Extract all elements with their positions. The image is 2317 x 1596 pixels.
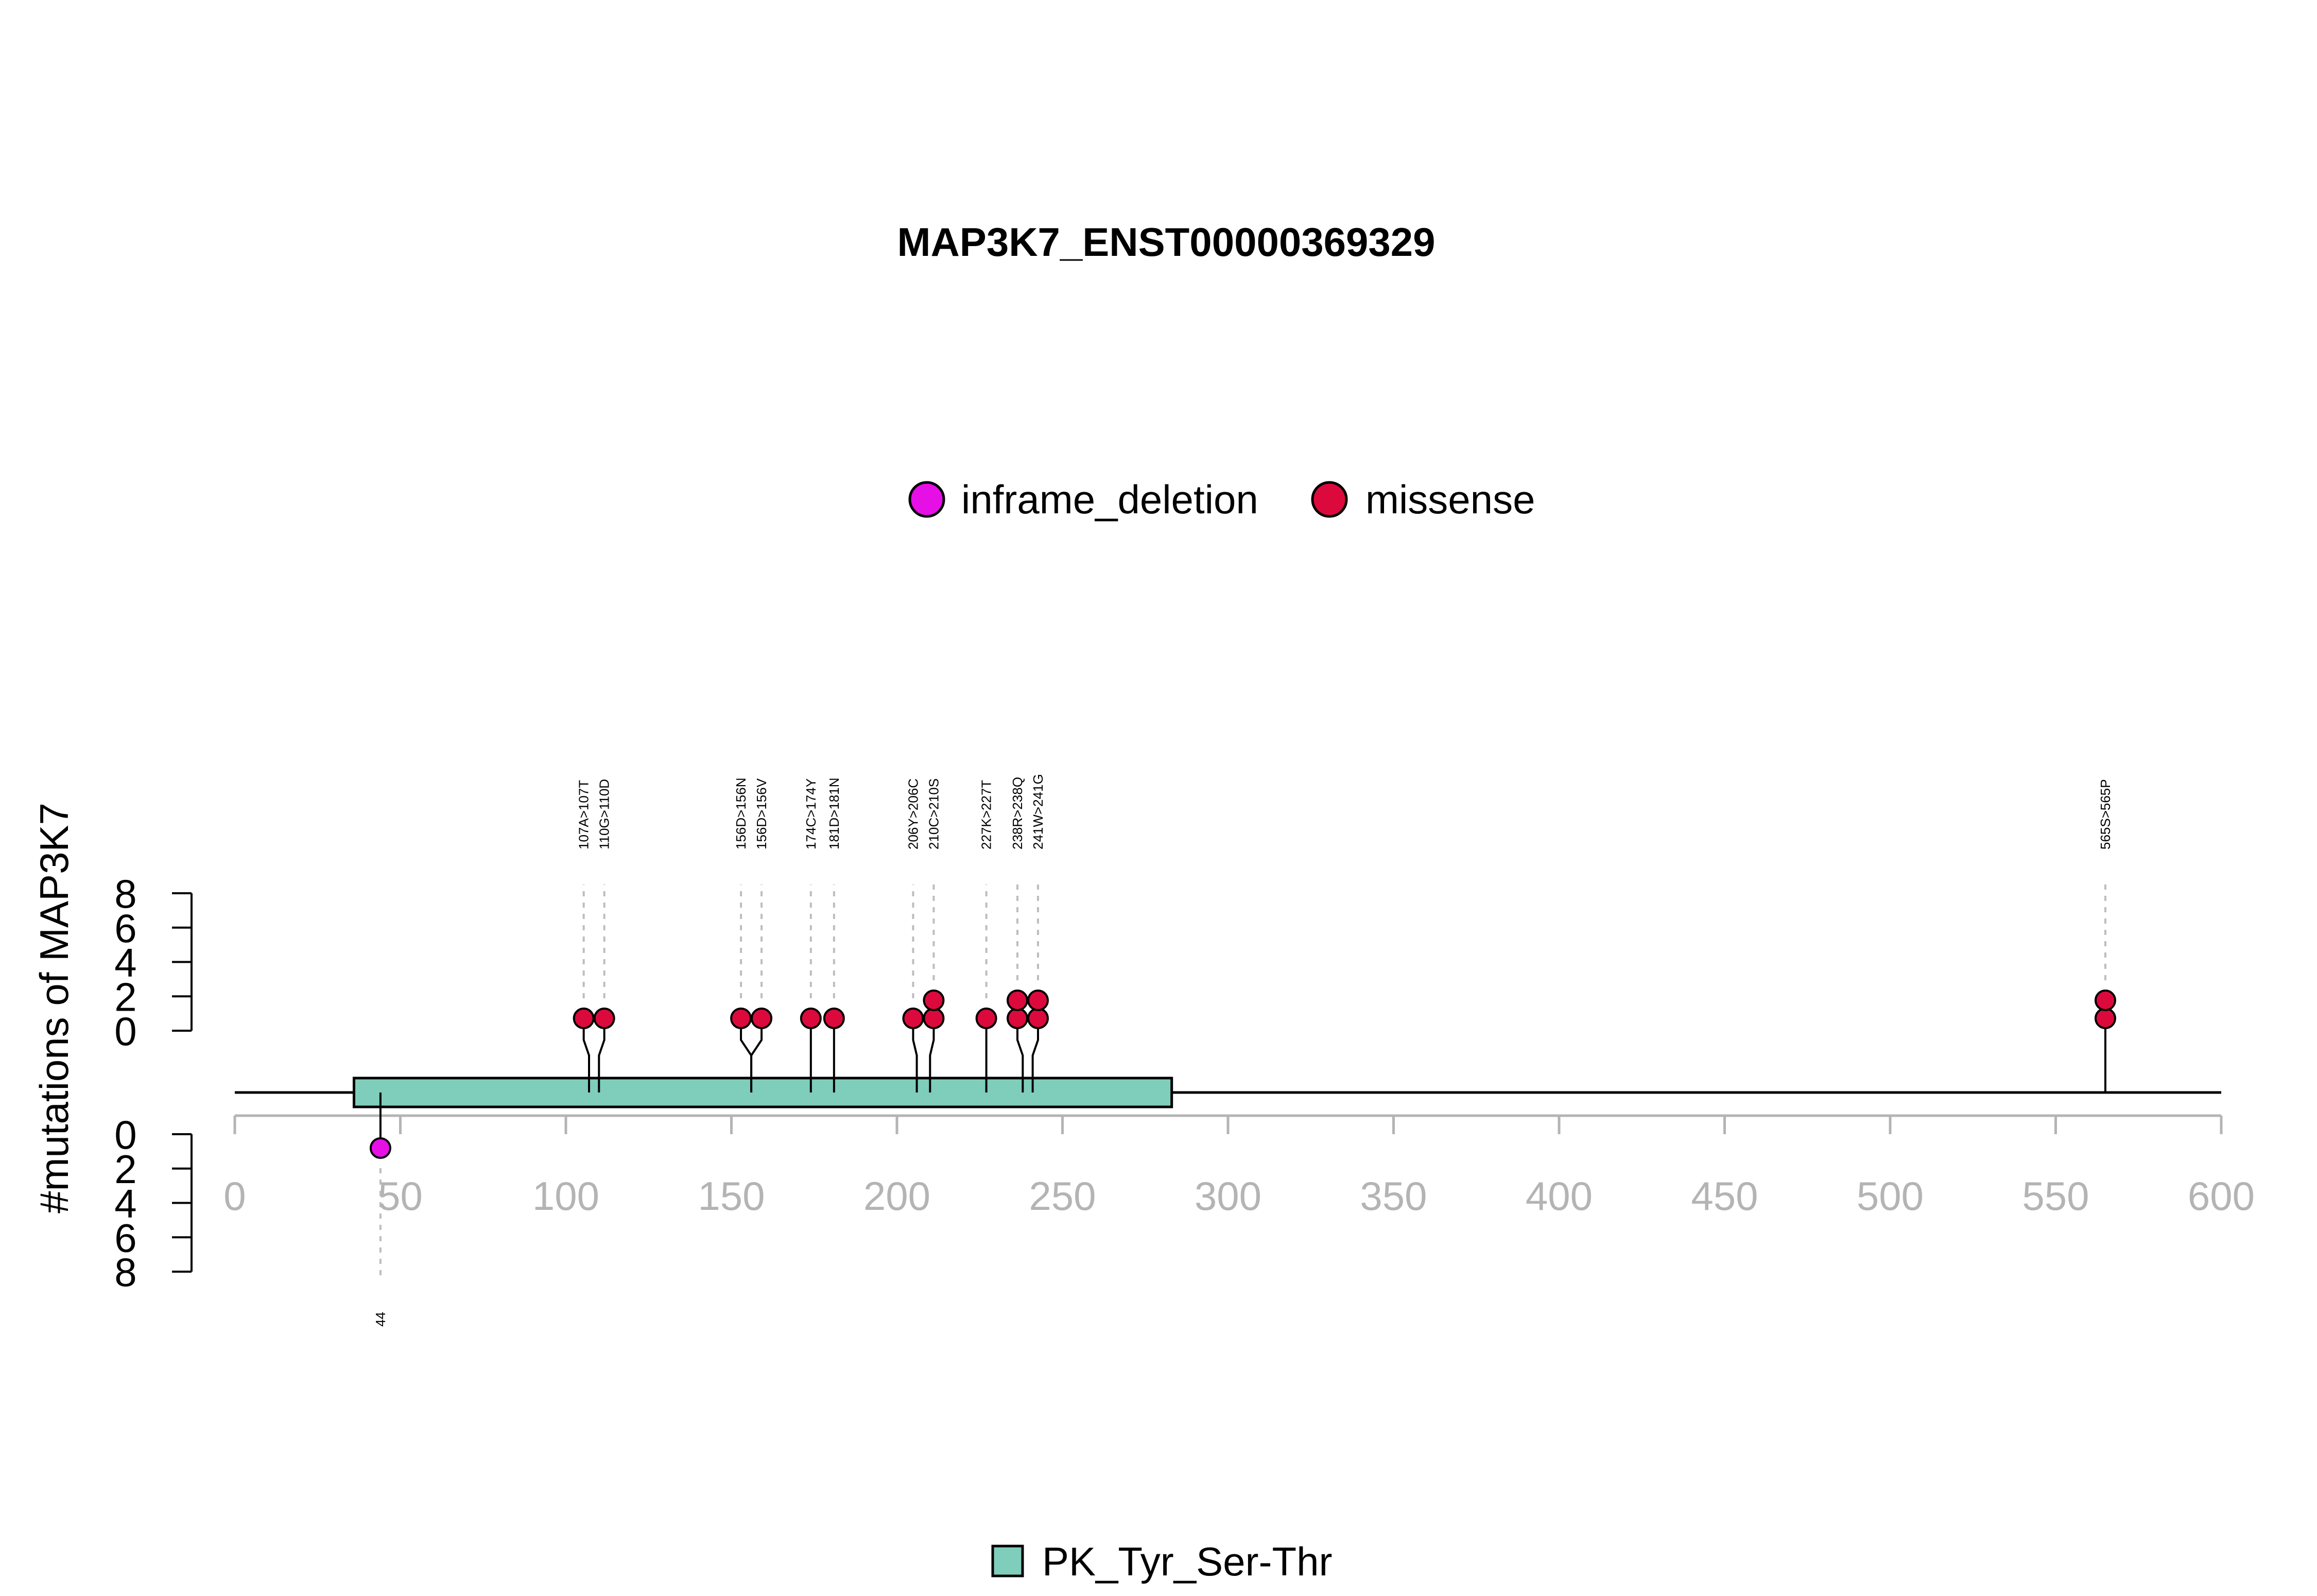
y-axis-upper-tick-label: 6 — [114, 906, 136, 951]
mutation-label: 174C>174Y — [803, 778, 819, 849]
mutation-label: 241W>241G — [1030, 774, 1046, 849]
x-tick-label: 500 — [1857, 1173, 1924, 1219]
lollipop-stem — [598, 1018, 606, 1092]
lollipop-head-inframe_deletion — [369, 1137, 391, 1159]
y-axis-lower-tick-label: 2 — [114, 1147, 136, 1192]
label-guides — [379, 884, 2106, 1279]
legend-marker-inframe_deletion — [908, 481, 945, 518]
y-axis-lower-tick-label: 8 — [114, 1250, 136, 1295]
chart-title: MAP3K7_ENST00000369329 — [897, 219, 1435, 265]
lollipop-heads — [369, 990, 2116, 1159]
legend-label-PK_Tyr_Ser-Thr: PK_Tyr_Ser-Thr — [1042, 1539, 1332, 1584]
lollipop-head-missense — [1006, 990, 1028, 1011]
mutation-label: 238R>238Q — [1010, 777, 1025, 849]
lollipop-stem — [582, 1018, 591, 1092]
lollipop-stem — [1031, 1018, 1039, 1092]
legend-bottom: PK_Tyr_Ser-Thr — [991, 1539, 1332, 1584]
lollipop-head-missense — [2094, 990, 2116, 1011]
x-tick-label: 0 — [223, 1173, 246, 1219]
x-tick-label: 100 — [532, 1173, 599, 1219]
y-axis-upper-tick-label: 8 — [114, 871, 136, 916]
legend-label-missense: missense — [1365, 477, 1535, 522]
lollipop-head-missense — [800, 1008, 822, 1029]
x-tick-label: 300 — [1195, 1173, 1261, 1219]
x-tick-label: 50 — [378, 1173, 423, 1219]
x-tick-label: 450 — [1691, 1173, 1758, 1219]
y-axis-upper-tick-label: 2 — [114, 974, 136, 1019]
x-axis: 0 50 100 150 200 250 300 350 400 450 500 550 600 — [223, 1114, 2255, 1219]
x-tick-label: 600 — [2188, 1173, 2255, 1219]
mutation-label: 206Y>206C — [905, 778, 921, 849]
y-axis-upper-tick-label: 0 — [114, 1009, 136, 1054]
lollipop-head-missense — [2094, 1008, 2116, 1029]
y-axis-label: #mutations of MAP3K7 — [31, 803, 77, 1213]
x-tick-label: 150 — [698, 1173, 765, 1219]
legend-label-inframe_deletion: inframe_deletion — [961, 477, 1258, 522]
lollipop-head-missense — [593, 1008, 615, 1029]
lollipop-head-missense — [923, 990, 945, 1011]
mutation-label: 181D>181N — [826, 778, 842, 850]
mutation-label: 156D>156N — [733, 778, 749, 850]
lollipop-head-missense — [1027, 990, 1049, 1011]
legend-top: inframe_deletion missense — [908, 477, 1535, 522]
lollipop-head-missense — [1027, 1008, 1049, 1029]
y-axis-lower-tick-label: 6 — [114, 1215, 136, 1260]
mutation-label: 565S>565P — [2098, 779, 2113, 849]
mutation-label: 107A>107T — [576, 780, 592, 849]
lollipop-head-missense — [923, 1008, 945, 1029]
x-tick-label: 550 — [2022, 1173, 2089, 1219]
lollipop-head-missense — [1006, 1008, 1028, 1029]
mutation-label: 110G>110D — [597, 779, 612, 849]
mutation-label: 44 — [373, 1312, 388, 1327]
mutation-label: 227K>227T — [979, 780, 994, 849]
lollipop-head-missense — [730, 1008, 752, 1029]
y-axis-upper-tick-label: 4 — [114, 940, 136, 985]
x-tick-label: 400 — [1526, 1173, 1593, 1219]
lollipop-stems — [379, 1018, 2106, 1148]
lollipop-head-missense — [975, 1008, 997, 1029]
y-axis-lower-tick-label: 4 — [114, 1181, 136, 1226]
mutation-label: 210C>210S — [926, 778, 941, 849]
domain-boxes — [352, 1077, 1173, 1108]
x-tick-label: 250 — [1029, 1173, 1096, 1219]
x-tick-label: 350 — [1360, 1173, 1427, 1219]
y-axis-lower-tick-label: 0 — [114, 1112, 136, 1157]
lollipop-head-missense — [751, 1008, 773, 1029]
legend-swatch-PK_Tyr_Ser-Thr — [991, 1545, 1024, 1577]
mutation-labels: 107A>107T 110G>110D 156D>156N 156D>156V 174C… — [373, 774, 2113, 1327]
lollipop-head-missense — [573, 1008, 595, 1029]
lollipop-head-missense — [823, 1008, 845, 1029]
domain-PK_Tyr_Ser-Thr — [352, 1077, 1173, 1108]
legend-marker-missense — [1311, 481, 1348, 518]
x-tick-label: 200 — [863, 1173, 930, 1219]
lollipop-stem — [1016, 1018, 1024, 1092]
lollipop-head-missense — [902, 1008, 924, 1029]
mutation-label: 156D>156V — [754, 778, 769, 849]
